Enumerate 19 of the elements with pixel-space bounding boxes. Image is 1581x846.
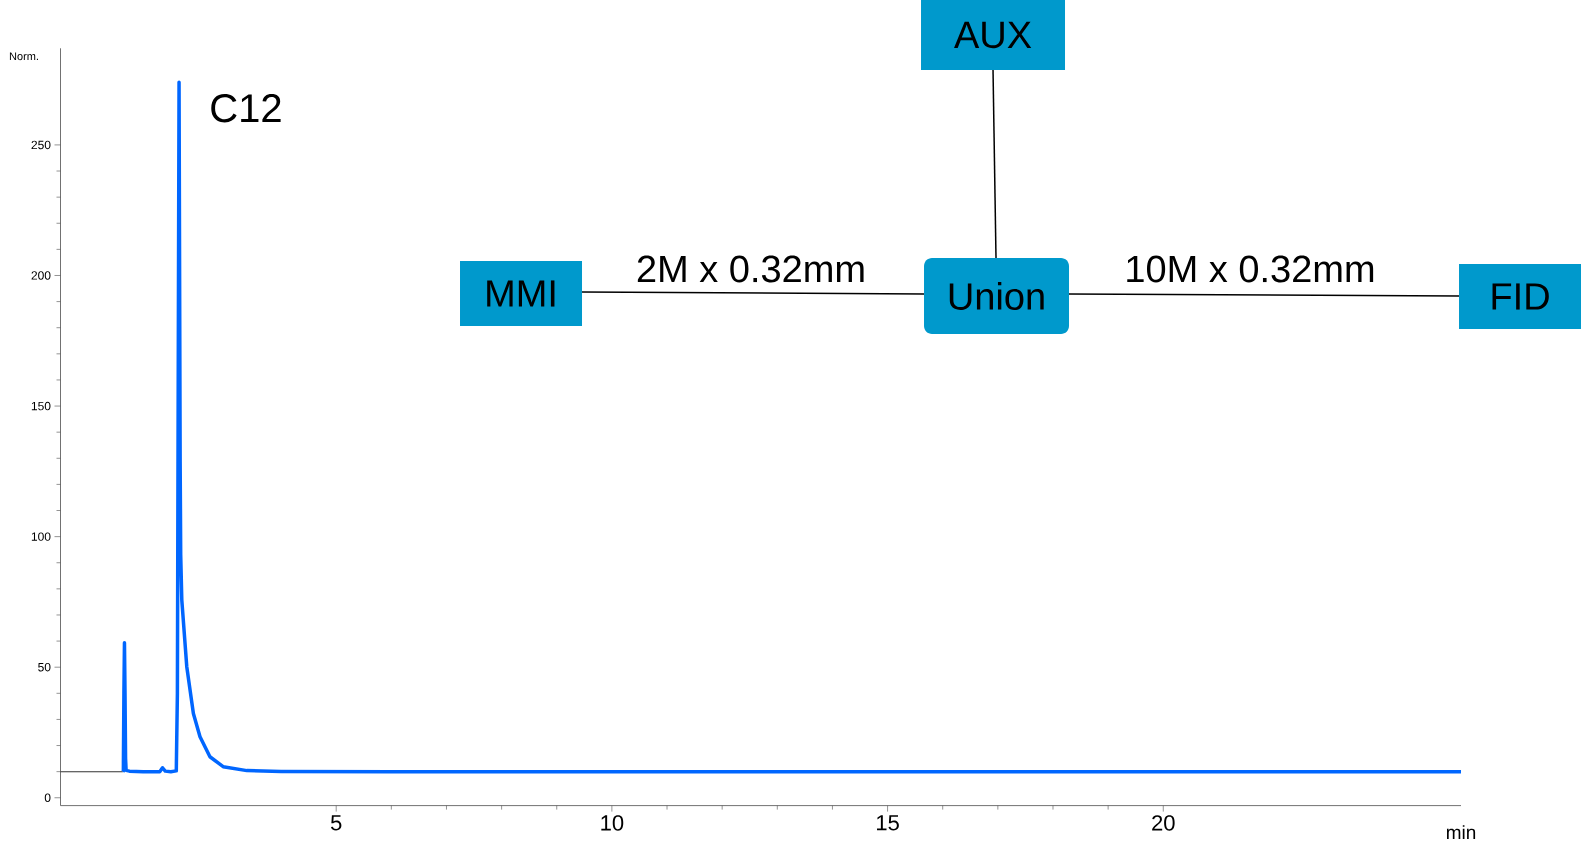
annotation: Union <box>949 282 1044 310</box>
annotation: 2M x 0.32mm <box>637 255 864 283</box>
y-tick-label: 150 <box>31 401 51 411</box>
x-axis-title: min <box>1446 825 1476 839</box>
annotation: 10M x 0.32mm <box>1127 255 1374 283</box>
x-tick-label: 20 <box>1152 815 1175 831</box>
text: AUX <box>954 21 1032 49</box>
y-tick-label: 0 <box>44 793 51 803</box>
y-tick-label: 200 <box>31 271 51 280</box>
text: FID <box>1492 283 1549 310</box>
y-axis-title: Norm. <box>9 52 38 61</box>
y-tick-label: 50 <box>38 662 51 672</box>
y-tick-label: 250 <box>31 140 51 150</box>
x-tick-label: 15 <box>877 815 899 831</box>
x-tick-label: 10 <box>601 815 624 831</box>
y-tick-label: 100 <box>31 532 51 541</box>
x-tick-label: 5 <box>330 815 342 831</box>
annotation: C12 <box>211 94 281 123</box>
annotation: MMI <box>487 280 555 307</box>
